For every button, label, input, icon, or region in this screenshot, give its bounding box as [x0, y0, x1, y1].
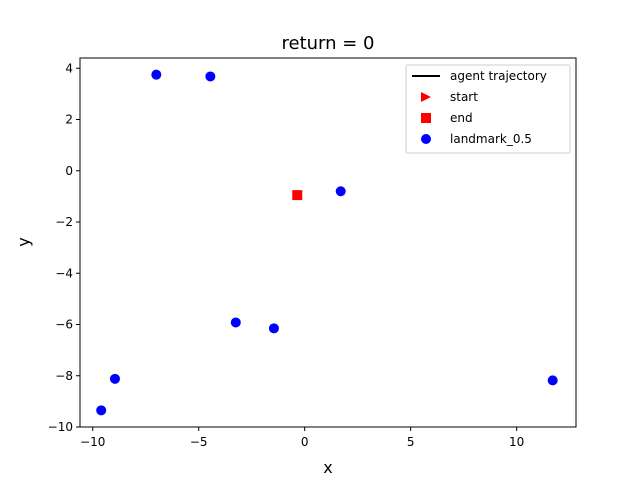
legend-label-agent-trajectory: agent trajectory [450, 69, 547, 83]
landmark-0-5-point [205, 71, 216, 82]
axes-frame [79, 57, 577, 428]
chart-title: return = 0 [281, 33, 374, 54]
y-tick-label: −2 [55, 215, 73, 229]
x-tick-label: 5 [407, 435, 415, 449]
landmark-0-5-point [109, 373, 120, 384]
y-tick-label: 0 [65, 164, 73, 178]
y-tick-label: −8 [55, 369, 73, 383]
landmark-0-5-point [335, 186, 346, 197]
y-tick-label: 4 [65, 61, 73, 75]
legend-label-start: start [450, 90, 478, 104]
legend-label-landmark-0-5: landmark_0.5 [450, 132, 532, 146]
landmark-0-5-point [96, 405, 107, 416]
y-tick-label: −10 [48, 420, 73, 434]
y-axis-label: y [14, 237, 33, 246]
y-tick-label: −6 [55, 318, 73, 332]
plot-area [96, 69, 558, 416]
y-tick-label: 2 [65, 113, 73, 127]
x-tick-label: 0 [301, 435, 309, 449]
legend: agent trajectory start end landmark_0.5 [405, 64, 571, 154]
legend-swatch-start [421, 92, 431, 102]
legend-swatch-end [421, 113, 431, 123]
legend-label-end: end [450, 111, 473, 125]
x-tick-label: −5 [190, 435, 208, 449]
landmark-0-5-point [547, 375, 558, 386]
x-axis-label: x [323, 458, 332, 477]
legend-box [405, 64, 571, 154]
landmark-0-5-point [230, 317, 241, 328]
x-tick-label: −10 [80, 435, 105, 449]
end-point [292, 190, 303, 201]
y-axis-ticks: −10 −8 −6 −4 −2 0 2 4 [48, 61, 80, 434]
x-tick-label: 10 [509, 435, 524, 449]
legend-swatch-landmark-0-5 [421, 134, 431, 144]
landmark-0-5-point [151, 69, 162, 80]
x-axis-ticks: −10 −5 0 5 10 [80, 427, 524, 449]
landmark-0-5-point [268, 323, 279, 334]
y-tick-label: −4 [55, 266, 73, 280]
